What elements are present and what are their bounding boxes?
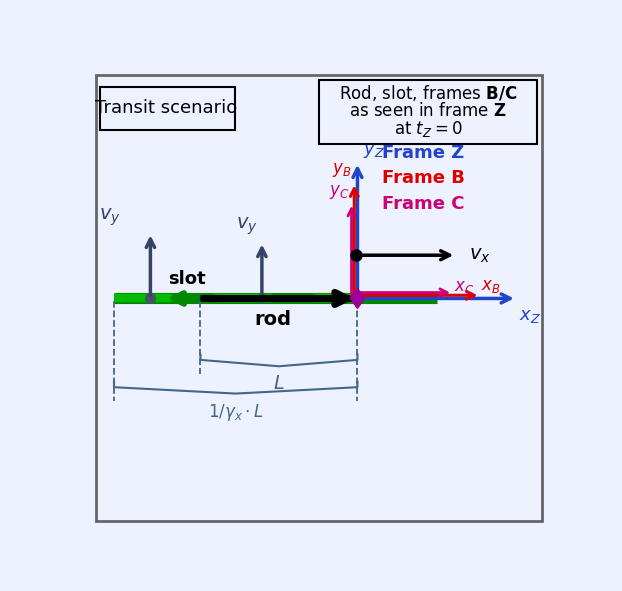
Text: Frame C: Frame C <box>383 195 465 213</box>
Text: as seen in frame $\mathbf{Z}$: as seen in frame $\mathbf{Z}$ <box>350 102 507 120</box>
FancyBboxPatch shape <box>319 80 537 144</box>
Text: $L$: $L$ <box>273 375 285 394</box>
Text: $x_C$: $x_C$ <box>454 278 475 296</box>
Polygon shape <box>350 288 364 309</box>
Text: $y_C$: $y_C$ <box>329 183 350 200</box>
FancyBboxPatch shape <box>100 87 234 130</box>
Text: $\mathit{v}_y$: $\mathit{v}_y$ <box>236 216 258 237</box>
Text: at $t_Z = 0$: at $t_Z = 0$ <box>394 119 462 139</box>
Text: Transit scenario: Transit scenario <box>95 99 238 117</box>
Text: $x_B$: $x_B$ <box>481 277 501 295</box>
Text: $y_B$: $y_B$ <box>333 161 352 179</box>
Text: Frame B: Frame B <box>383 169 465 187</box>
Text: $y_Z$: $y_Z$ <box>363 142 385 160</box>
Text: $x_Z$: $x_Z$ <box>519 307 541 324</box>
Text: slot: slot <box>168 271 206 288</box>
Text: Frame Z: Frame Z <box>383 144 465 162</box>
Text: $1/\gamma_x \cdot L$: $1/\gamma_x \cdot L$ <box>208 402 264 423</box>
Text: $\mathit{v}_x$: $\mathit{v}_x$ <box>469 246 491 265</box>
Text: Rod, slot, frames $\mathbf{B/C}$: Rod, slot, frames $\mathbf{B/C}$ <box>339 83 518 103</box>
Text: $\mathit{v}_y$: $\mathit{v}_y$ <box>99 206 121 228</box>
Text: rod: rod <box>255 310 292 329</box>
